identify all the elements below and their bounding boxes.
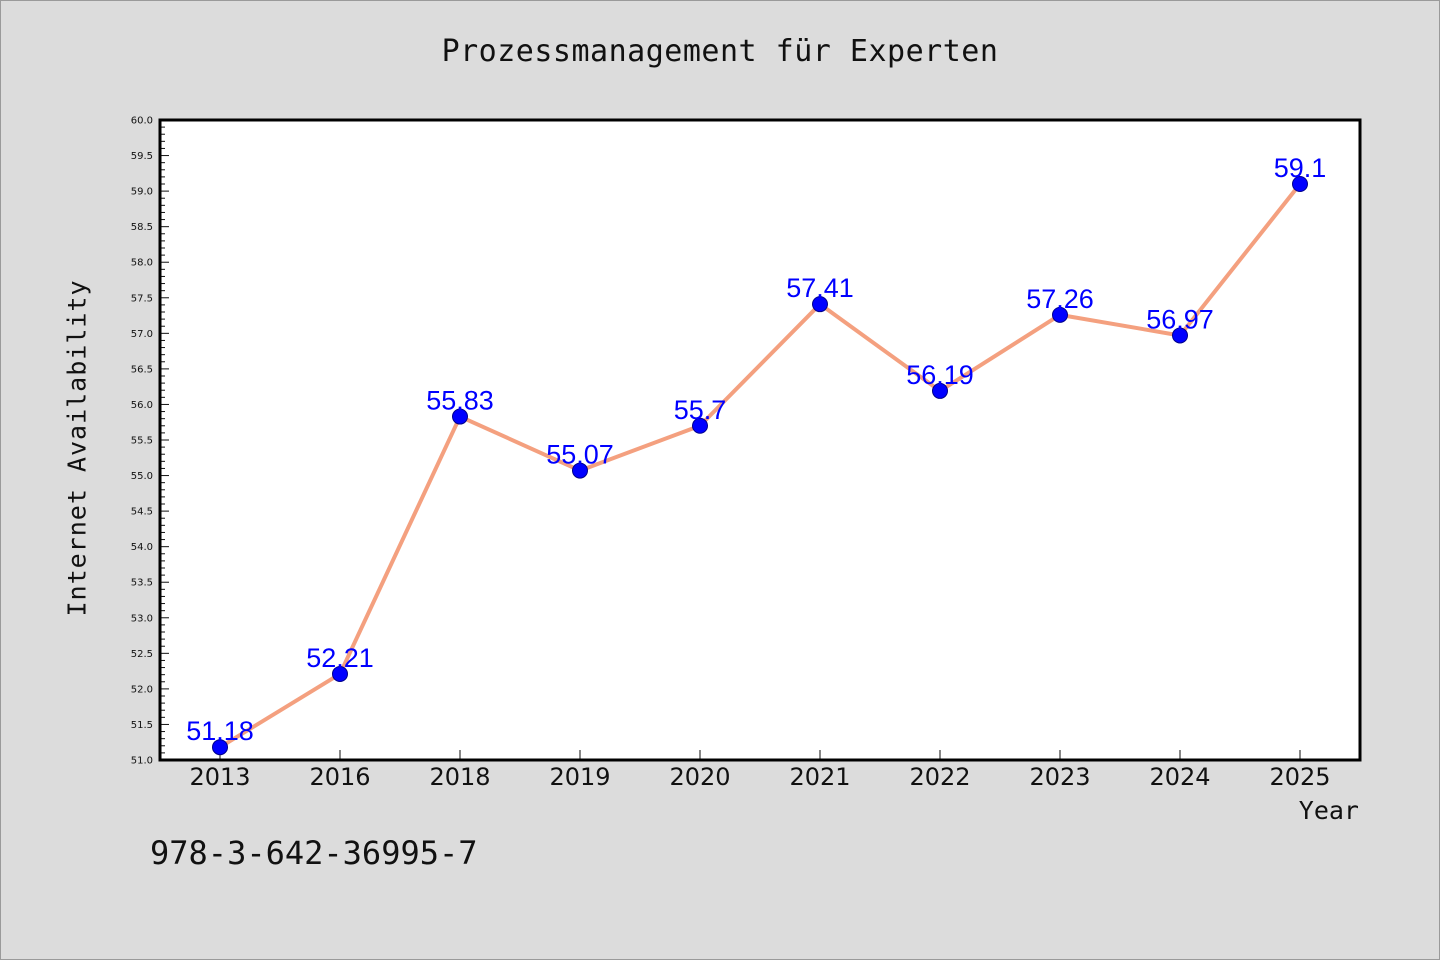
y-tick-label: 54.5 xyxy=(131,507,153,518)
data-label: 55.83 xyxy=(426,386,494,416)
plot-area xyxy=(160,120,1360,760)
x-tick-label: 2022 xyxy=(909,763,970,791)
y-tick-label: 57.5 xyxy=(131,293,153,304)
x-axis-label: Year xyxy=(1298,796,1359,825)
footer-isbn: 978-3-642-36995-7 xyxy=(150,834,478,872)
y-tick-label: 51.5 xyxy=(131,720,153,731)
x-axis-ticks: 2013 2016 2018 2019 2020 2021 2022 2023 2024 2025 xyxy=(189,750,1331,791)
x-tick-label: 2023 xyxy=(1029,763,1090,791)
y-tick-label: 57.0 xyxy=(131,329,153,340)
x-tick-label: 2021 xyxy=(789,763,850,791)
y-tick-label: 52.0 xyxy=(131,684,153,695)
y-tick-label: 54.0 xyxy=(131,542,153,553)
data-point xyxy=(332,665,348,682)
data-point xyxy=(572,462,588,479)
y-tick-label: 59.0 xyxy=(131,187,153,198)
data-point xyxy=(692,417,708,434)
y-tick-label: 53.0 xyxy=(131,613,153,624)
x-tick-label: 2025 xyxy=(1269,763,1330,791)
y-tick-label: 55.0 xyxy=(131,471,153,482)
x-tick-label: 2016 xyxy=(309,763,370,791)
y-tick-label: 58.5 xyxy=(131,222,153,233)
data-point xyxy=(212,739,228,756)
data-labels: 51.18 52.21 55.83 55.07 55.7 57.41 56.19 57.26 5… xyxy=(186,153,1326,746)
y-tick-label: 58.0 xyxy=(131,258,153,269)
data-point xyxy=(1052,306,1068,323)
x-tick-label: 2018 xyxy=(429,763,490,791)
data-markers xyxy=(212,176,1308,756)
data-label: 57.26 xyxy=(1026,284,1094,314)
y-axis-ticks: 51.0 51.5 52.0 52.5 53.0 53.5 54.0 54.5 55.0 55.5… xyxy=(131,116,169,767)
y-tick-label: 52.5 xyxy=(131,649,153,660)
series-line-group xyxy=(218,182,1302,750)
y-tick-label: 53.5 xyxy=(131,578,153,589)
data-point xyxy=(812,296,828,313)
data-point xyxy=(1292,176,1308,192)
chart-title: Prozessmanagement für Experten xyxy=(441,34,999,69)
y-tick-label: 55.5 xyxy=(131,436,153,447)
data-point xyxy=(452,408,468,425)
x-tick-label: 2013 xyxy=(189,763,250,791)
y-tick-label: 56.5 xyxy=(131,364,153,375)
y-tick-label: 56.0 xyxy=(131,400,153,411)
x-tick-label: 2024 xyxy=(1149,763,1210,791)
x-tick-label: 2020 xyxy=(669,763,730,791)
data-point xyxy=(932,382,948,399)
series-line xyxy=(218,182,1302,750)
y-tick-label: 51.0 xyxy=(131,756,153,767)
data-label: 52.21 xyxy=(306,643,374,673)
data-point xyxy=(1172,327,1188,344)
data-label: 56.19 xyxy=(906,360,974,390)
y-tick-label: 59.5 xyxy=(131,151,153,162)
x-tick-label: 2019 xyxy=(549,763,610,791)
data-label: 55.07 xyxy=(546,440,614,470)
data-label: 56.97 xyxy=(1146,304,1214,334)
y-tick-label: 60.0 xyxy=(131,116,153,127)
data-label: 59.1 xyxy=(1274,153,1327,183)
data-label: 51.18 xyxy=(186,716,254,746)
plot-border xyxy=(158,118,1362,762)
data-label: 55.7 xyxy=(674,395,727,425)
data-label: 57.41 xyxy=(786,273,854,303)
